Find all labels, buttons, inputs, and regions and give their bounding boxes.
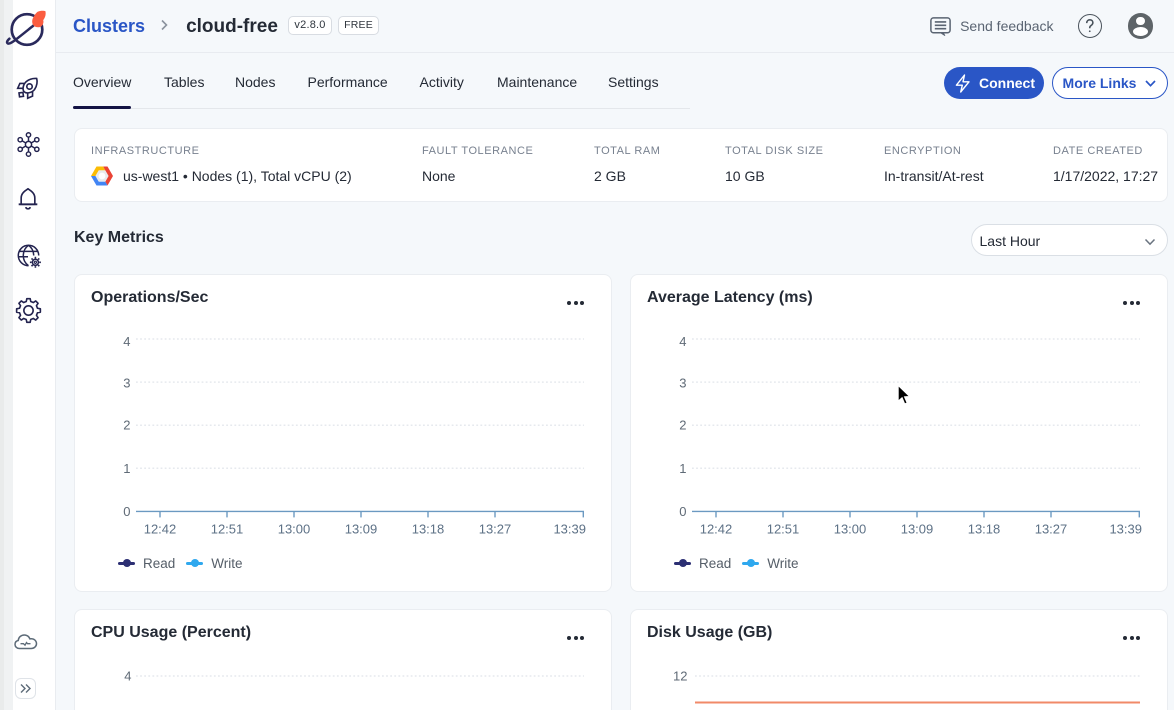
svg-text:4: 4 — [124, 669, 131, 684]
svg-text:1: 1 — [123, 461, 130, 476]
svg-text:13:09: 13:09 — [345, 521, 378, 536]
svg-text:2: 2 — [123, 418, 130, 433]
svg-text:12: 12 — [673, 669, 687, 684]
svg-text:13:39: 13:39 — [553, 521, 586, 536]
svg-text:2: 2 — [679, 418, 686, 433]
svg-text:13:18: 13:18 — [412, 521, 445, 536]
svg-text:13:00: 13:00 — [834, 521, 867, 536]
svg-text:0: 0 — [123, 504, 130, 519]
svg-text:13:18: 13:18 — [968, 521, 1001, 536]
svg-text:13:09: 13:09 — [901, 521, 934, 536]
svg-text:4: 4 — [123, 334, 130, 349]
svg-text:13:27: 13:27 — [479, 521, 512, 536]
svg-text:13:00: 13:00 — [278, 521, 311, 536]
svg-text:4: 4 — [679, 334, 686, 349]
svg-text:12:51: 12:51 — [767, 521, 800, 536]
svg-text:12:51: 12:51 — [211, 521, 244, 536]
svg-text:13:39: 13:39 — [1109, 521, 1142, 536]
svg-text:0: 0 — [679, 504, 686, 519]
svg-text:13:27: 13:27 — [1035, 521, 1068, 536]
svg-text:3: 3 — [679, 376, 686, 391]
svg-text:12:42: 12:42 — [144, 521, 177, 536]
svg-text:12:42: 12:42 — [700, 521, 733, 536]
svg-text:1: 1 — [679, 461, 686, 476]
svg-text:3: 3 — [123, 376, 130, 391]
